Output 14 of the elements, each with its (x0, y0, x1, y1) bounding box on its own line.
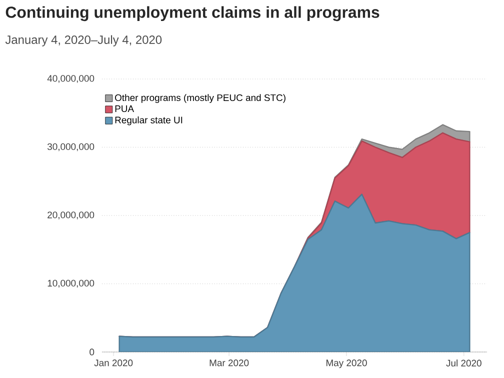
chart-title: Continuing unemployment claims in all programs (6, 6, 380, 22)
y-tick-label: 40,000,000 (47, 75, 94, 83)
y-tick-label: 20,000,000 (48, 212, 94, 220)
legend-label: Regular state UI (115, 116, 182, 126)
x-tick-label: Jul 2020 (446, 360, 482, 366)
legend-label: Other programs (mostly PEUC and STC) (115, 94, 286, 103)
x-tick-label: May 2020 (326, 360, 367, 368)
y-tick-label: 0 (90, 348, 94, 356)
x-tick-label: Jan 2020 (94, 360, 133, 366)
chart-subtitle: January 4, 2020–July 4, 2020 (5, 35, 162, 46)
x-tick-label: Mar 2020 (210, 360, 249, 366)
legend-label: PUA (115, 105, 134, 112)
y-tick-label: 10,000,000 (48, 280, 94, 288)
y-tick-label: 30,000,000 (47, 143, 94, 152)
